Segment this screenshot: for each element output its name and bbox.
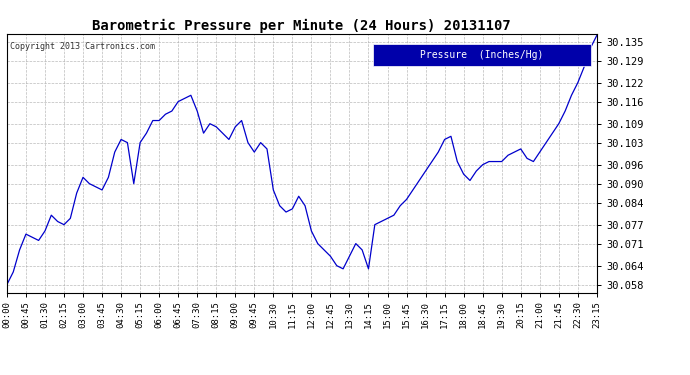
Text: Copyright 2013 Cartronics.com: Copyright 2013 Cartronics.com	[10, 42, 155, 51]
Title: Barometric Pressure per Minute (24 Hours) 20131107: Barometric Pressure per Minute (24 Hours…	[92, 18, 511, 33]
FancyBboxPatch shape	[373, 44, 591, 66]
Text: Pressure  (Inches/Hg): Pressure (Inches/Hg)	[420, 50, 544, 60]
